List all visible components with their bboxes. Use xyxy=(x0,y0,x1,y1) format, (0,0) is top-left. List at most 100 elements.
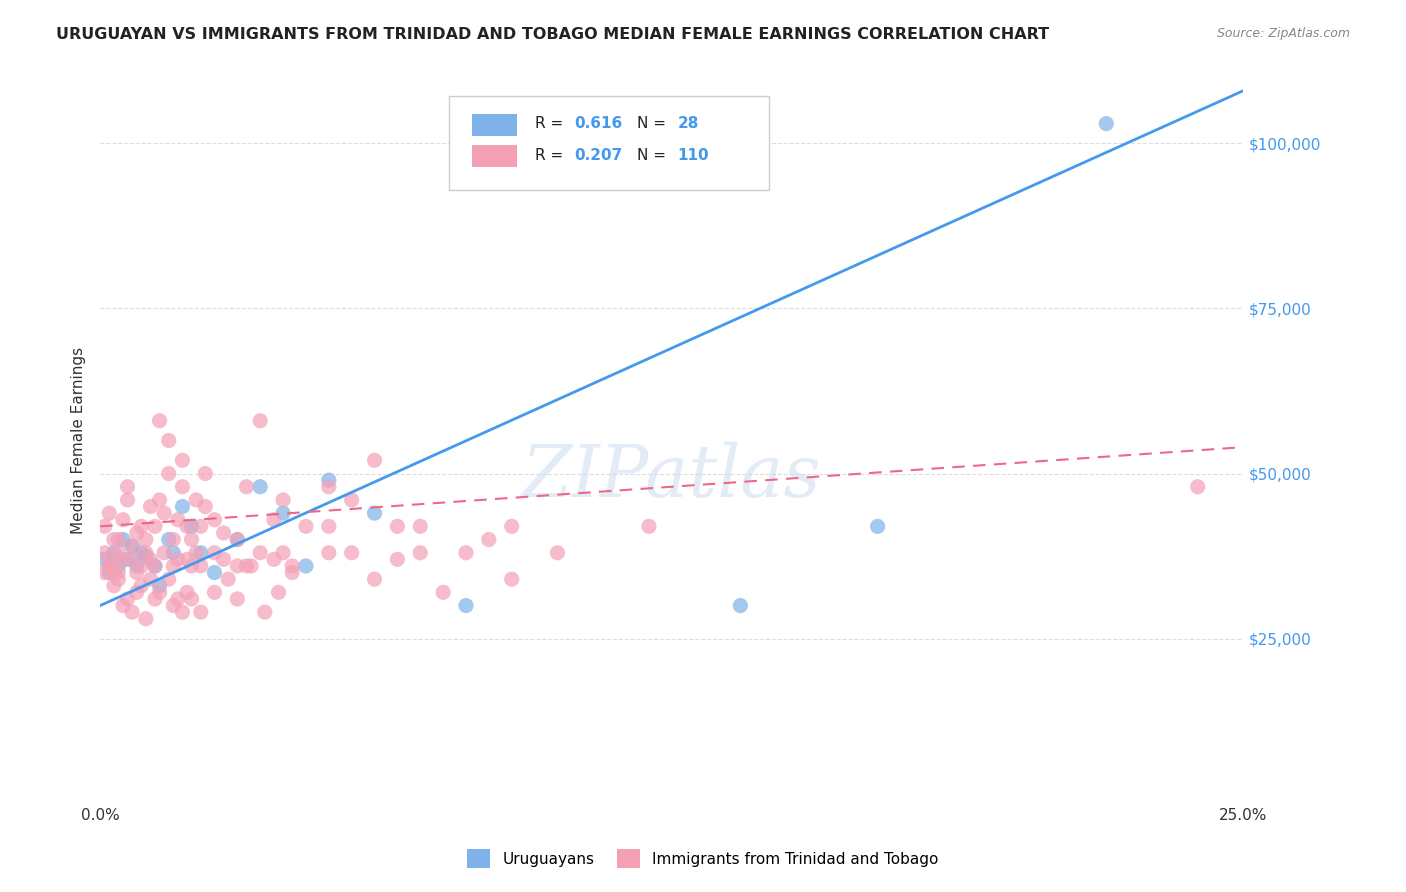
Text: Source: ZipAtlas.com: Source: ZipAtlas.com xyxy=(1216,27,1350,40)
Uruguayans xyxy=(454,599,477,613)
Immigrants from Trinidad and Tobago xyxy=(281,558,304,573)
Immigrants from Trinidad and Tobago xyxy=(121,539,143,553)
Immigrants from Trinidad and Tobago xyxy=(162,599,184,613)
Immigrants from Trinidad and Tobago xyxy=(93,546,115,560)
Uruguayans xyxy=(135,549,157,563)
Immigrants from Trinidad and Tobago xyxy=(129,519,152,533)
Uruguayans xyxy=(125,558,148,573)
Immigrants from Trinidad and Tobago xyxy=(318,546,340,560)
Immigrants from Trinidad and Tobago xyxy=(454,546,477,560)
Uruguayans xyxy=(143,558,166,573)
Immigrants from Trinidad and Tobago xyxy=(157,572,180,586)
Uruguayans xyxy=(249,480,271,494)
Uruguayans xyxy=(318,473,340,487)
Uruguayans xyxy=(121,539,143,553)
Immigrants from Trinidad and Tobago xyxy=(212,525,235,540)
Immigrants from Trinidad and Tobago xyxy=(249,414,271,428)
Immigrants from Trinidad and Tobago xyxy=(167,513,190,527)
Immigrants from Trinidad and Tobago xyxy=(143,591,166,606)
Immigrants from Trinidad and Tobago xyxy=(271,492,294,507)
Immigrants from Trinidad and Tobago xyxy=(253,605,276,619)
Immigrants from Trinidad and Tobago xyxy=(125,566,148,580)
Immigrants from Trinidad and Tobago xyxy=(125,525,148,540)
Immigrants from Trinidad and Tobago xyxy=(172,480,194,494)
Immigrants from Trinidad and Tobago xyxy=(194,500,217,514)
Immigrants from Trinidad and Tobago xyxy=(107,566,129,580)
Immigrants from Trinidad and Tobago xyxy=(204,585,226,599)
Immigrants from Trinidad and Tobago xyxy=(186,492,208,507)
Immigrants from Trinidad and Tobago xyxy=(409,519,432,533)
Immigrants from Trinidad and Tobago xyxy=(135,546,157,560)
Immigrants from Trinidad and Tobago xyxy=(501,519,523,533)
Immigrants from Trinidad and Tobago xyxy=(204,546,226,560)
Text: 28: 28 xyxy=(678,116,699,131)
Immigrants from Trinidad and Tobago xyxy=(340,546,363,560)
Uruguayans xyxy=(103,546,125,560)
Immigrants from Trinidad and Tobago xyxy=(121,605,143,619)
Immigrants from Trinidad and Tobago xyxy=(267,585,290,599)
Immigrants from Trinidad and Tobago xyxy=(121,552,143,566)
Immigrants from Trinidad and Tobago xyxy=(190,519,212,533)
Immigrants from Trinidad and Tobago xyxy=(194,467,217,481)
Immigrants from Trinidad and Tobago xyxy=(186,546,208,560)
Immigrants from Trinidad and Tobago xyxy=(263,552,285,566)
Immigrants from Trinidad and Tobago xyxy=(295,519,318,533)
Immigrants from Trinidad and Tobago xyxy=(212,552,235,566)
Immigrants from Trinidad and Tobago xyxy=(478,533,501,547)
Immigrants from Trinidad and Tobago xyxy=(249,546,271,560)
Immigrants from Trinidad and Tobago xyxy=(157,467,180,481)
Immigrants from Trinidad and Tobago xyxy=(135,612,157,626)
Immigrants from Trinidad and Tobago xyxy=(180,558,202,573)
Immigrants from Trinidad and Tobago xyxy=(263,513,285,527)
Text: 110: 110 xyxy=(678,148,709,162)
Immigrants from Trinidad and Tobago xyxy=(387,519,409,533)
Immigrants from Trinidad and Tobago xyxy=(176,519,198,533)
Uruguayans xyxy=(1095,117,1118,131)
Immigrants from Trinidad and Tobago xyxy=(129,558,152,573)
Immigrants from Trinidad and Tobago xyxy=(111,599,134,613)
Immigrants from Trinidad and Tobago xyxy=(240,558,263,573)
Immigrants from Trinidad and Tobago xyxy=(139,500,162,514)
Immigrants from Trinidad and Tobago xyxy=(103,533,125,547)
Immigrants from Trinidad and Tobago xyxy=(117,480,139,494)
Immigrants from Trinidad and Tobago xyxy=(157,434,180,448)
Immigrants from Trinidad and Tobago xyxy=(167,591,190,606)
Text: R =: R = xyxy=(534,148,568,162)
Immigrants from Trinidad and Tobago xyxy=(172,453,194,467)
Immigrants from Trinidad and Tobago xyxy=(107,572,129,586)
Uruguayans xyxy=(271,506,294,520)
Text: 0.207: 0.207 xyxy=(575,148,623,162)
Text: N =: N = xyxy=(637,148,672,162)
Immigrants from Trinidad and Tobago xyxy=(318,480,340,494)
Immigrants from Trinidad and Tobago xyxy=(409,546,432,560)
Text: URUGUAYAN VS IMMIGRANTS FROM TRINIDAD AND TOBAGO MEDIAN FEMALE EARNINGS CORRELAT: URUGUAYAN VS IMMIGRANTS FROM TRINIDAD AN… xyxy=(56,27,1049,42)
Uruguayans xyxy=(149,579,172,593)
Immigrants from Trinidad and Tobago xyxy=(235,558,257,573)
Immigrants from Trinidad and Tobago xyxy=(111,552,134,566)
Uruguayans xyxy=(730,599,752,613)
Uruguayans xyxy=(117,552,139,566)
Immigrants from Trinidad and Tobago xyxy=(139,572,162,586)
Text: R =: R = xyxy=(534,116,568,131)
Immigrants from Trinidad and Tobago xyxy=(226,533,249,547)
Y-axis label: Median Female Earnings: Median Female Earnings xyxy=(72,347,86,534)
Immigrants from Trinidad and Tobago xyxy=(190,558,212,573)
Immigrants from Trinidad and Tobago xyxy=(217,572,239,586)
Uruguayans xyxy=(866,519,889,533)
Uruguayans xyxy=(295,558,318,573)
Immigrants from Trinidad and Tobago xyxy=(149,585,172,599)
Immigrants from Trinidad and Tobago xyxy=(226,591,249,606)
Immigrants from Trinidad and Tobago xyxy=(1187,480,1209,494)
Uruguayans xyxy=(363,506,385,520)
Immigrants from Trinidad and Tobago xyxy=(129,579,152,593)
Immigrants from Trinidad and Tobago xyxy=(149,492,172,507)
Uruguayans xyxy=(129,546,152,560)
Immigrants from Trinidad and Tobago xyxy=(176,552,198,566)
Immigrants from Trinidad and Tobago xyxy=(204,513,226,527)
Immigrants from Trinidad and Tobago xyxy=(226,558,249,573)
FancyBboxPatch shape xyxy=(449,95,769,190)
Uruguayans xyxy=(157,533,180,547)
Immigrants from Trinidad and Tobago xyxy=(281,566,304,580)
Immigrants from Trinidad and Tobago xyxy=(125,585,148,599)
Legend: Uruguayans, Immigrants from Trinidad and Tobago: Uruguayans, Immigrants from Trinidad and… xyxy=(460,841,946,875)
